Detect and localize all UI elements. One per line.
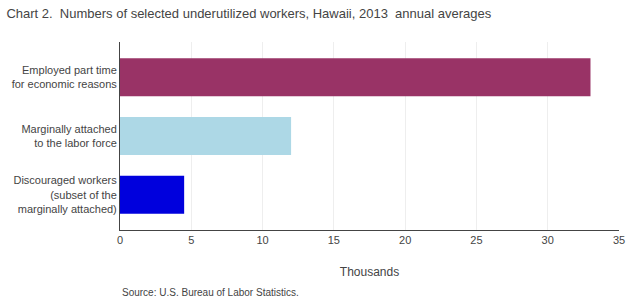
svg-text:Discouraged workers(subset of: Discouraged workers(subset of themargina…	[13, 174, 117, 215]
svg-text:Employed part timefor economic: Employed part timefor economic reasons	[12, 64, 118, 90]
svg-text:Chart 2. Numbers of selected: Chart 2. Numbers of selected underutiliz…	[6, 6, 491, 21]
svg-text:5: 5	[188, 234, 194, 246]
svg-text:Source: U.S. Bureau of Labor S: Source: U.S. Bureau of Labor Statistics.	[122, 287, 299, 298]
svg-text:0: 0	[117, 234, 123, 246]
svg-text:Marginally attachedto the labo: Marginally attachedto the labor force	[21, 123, 116, 149]
svg-text:30: 30	[542, 234, 554, 246]
svg-text:Thousands: Thousands	[340, 265, 399, 279]
svg-text:25: 25	[470, 234, 482, 246]
svg-text:20: 20	[399, 234, 411, 246]
svg-text:15: 15	[328, 234, 340, 246]
svg-text:10: 10	[256, 234, 268, 246]
svg-text:35: 35	[613, 234, 625, 246]
